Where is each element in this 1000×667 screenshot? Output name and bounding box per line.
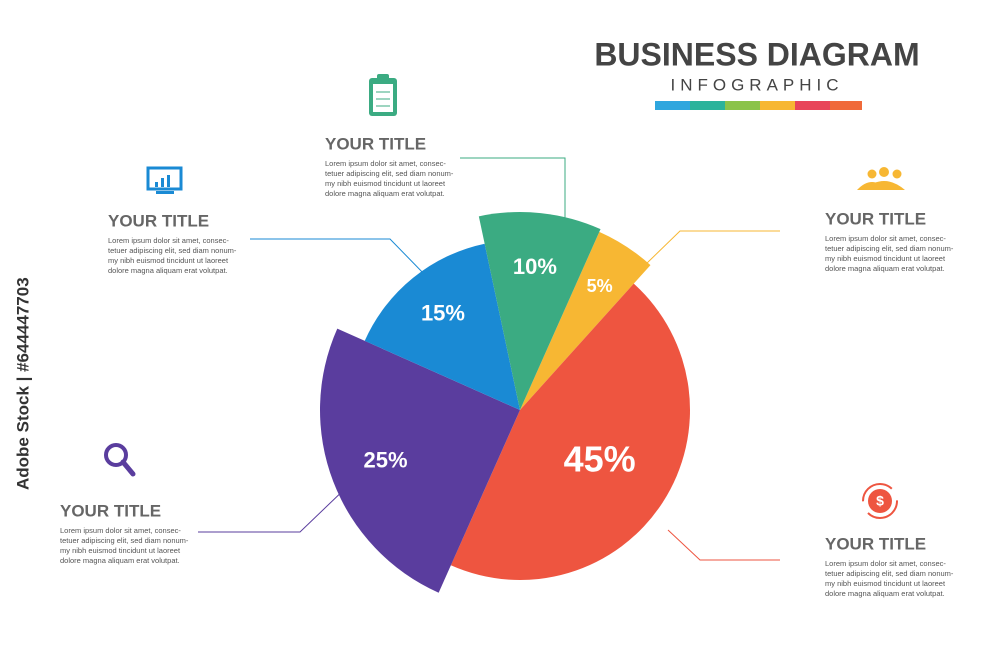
callout-title: YOUR TITLE: [325, 134, 426, 153]
callout-text: my nibh euismod tincidunt ut laoreet: [108, 256, 229, 265]
slice-label: 10%: [513, 254, 557, 279]
pie-slice: [478, 212, 601, 410]
callout-title: YOUR TITLE: [108, 211, 209, 230]
callout-text: tetuer adipiscing elit, sed diam nonum-: [325, 169, 454, 178]
callout-text: tetuer adipiscing elit, sed diam nonum-: [108, 246, 237, 255]
pie-slice: [364, 243, 520, 410]
callout-text: my nibh euismod tincidunt ut laoreet: [825, 579, 946, 588]
callout-title: YOUR TITLE: [60, 501, 161, 520]
callout-text: dolore magna aliquam erat volutpat.: [325, 189, 445, 198]
pie-slice: [319, 328, 520, 593]
callout-text: my nibh euismod tincidunt ut laoreet: [825, 254, 946, 263]
callout-text: tetuer adipiscing elit, sed diam nonum-: [60, 536, 189, 545]
callout-title: YOUR TITLE: [825, 209, 926, 228]
color-bar: [655, 101, 862, 110]
pie: 5% 45% 25% 15% 10%: [319, 212, 690, 593]
callout-title: YOUR TITLE: [825, 534, 926, 553]
slice-label: 5%: [587, 276, 613, 296]
icons: $: [104, 74, 905, 519]
chart-title: BUSINESS DIAGRAM: [594, 36, 919, 72]
svg-text:$: $: [876, 493, 884, 509]
callout-text: Lorem ipsum dolor sit amet, consec-: [825, 559, 946, 568]
callout-text: tetuer adipiscing elit, sed diam nonum-: [825, 244, 954, 253]
callout-text: my nibh euismod tincidunt ut laoreet: [325, 179, 446, 188]
callouts: YOUR TITLE Lorem ipsum dolor sit amet, co…: [60, 134, 954, 598]
pie-slice: [520, 231, 651, 410]
pie-slice: [450, 283, 690, 580]
watermark: Adobe Stock | #644447703: [13, 277, 32, 490]
slice-label: 25%: [364, 447, 408, 472]
callout-text: dolore magna aliquam erat volutpat.: [825, 589, 945, 598]
slice-label: 15%: [421, 301, 465, 326]
connectors: [198, 157, 780, 561]
callout-text: Lorem ipsum dolor sit amet, consec-: [108, 236, 229, 245]
callout-text: dolore magna aliquam erat volutpat.: [825, 264, 945, 273]
callout-text: Lorem ipsum dolor sit amet, consec-: [825, 234, 946, 243]
callout-text: Lorem ipsum dolor sit amet, consec-: [60, 526, 181, 535]
callout-text: dolore magna aliquam erat volutpat.: [60, 556, 180, 565]
callout-text: tetuer adipiscing elit, sed diam nonum-: [825, 569, 954, 578]
slice-label: 45%: [564, 438, 636, 479]
callout-text: dolore magna aliquam erat volutpat.: [108, 266, 228, 275]
callout-text: my nibh euismod tincidunt ut laoreet: [60, 546, 181, 555]
chart-subtitle: INFOGRAPHIC: [670, 75, 843, 94]
callout-text: Lorem ipsum dolor sit amet, consec-: [325, 159, 446, 168]
